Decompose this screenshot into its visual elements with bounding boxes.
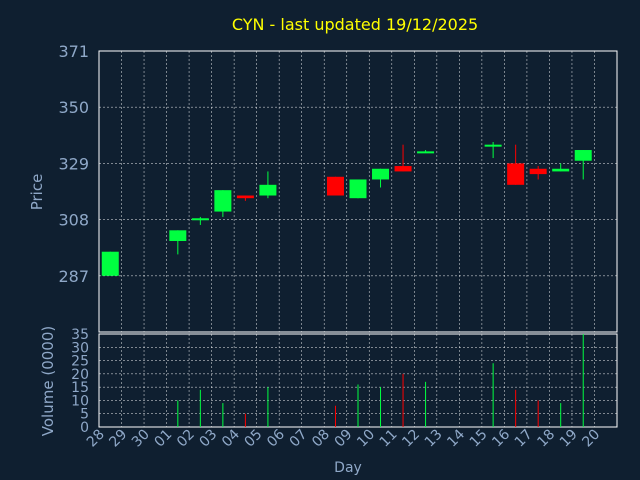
candle-body [394, 166, 412, 172]
x-tick-label: 03 [197, 427, 221, 451]
volume-tick-label: 30 [71, 340, 89, 356]
x-tick-label: 17 [512, 427, 536, 451]
candle-body [191, 218, 209, 221]
candle-body [574, 150, 592, 161]
candle-body [484, 144, 502, 147]
chart-title: CYN - last updated 19/12/2025 [232, 15, 478, 34]
candle-body [326, 176, 344, 196]
x-tick-label: 18 [534, 427, 558, 451]
x-tick-label: 01 [151, 427, 175, 451]
candle-body [236, 195, 254, 199]
x-tick-label: 02 [174, 427, 198, 451]
price-frame [98, 50, 618, 333]
price-tick-label: 308 [58, 211, 89, 230]
candle-body [169, 230, 187, 242]
x-tick-label: 14 [444, 426, 468, 450]
volume-axis-label: Volume (0000) [39, 326, 57, 436]
volume-tick-label: 5 [80, 407, 89, 423]
x-tick-label: 16 [489, 426, 513, 450]
candle-body [259, 184, 277, 196]
candle-body [372, 168, 390, 180]
x-tick-label: 04 [219, 426, 243, 450]
x-tick-label: 12 [399, 427, 423, 451]
price-axis-label: Price [28, 174, 46, 211]
volume-tick-label: 0 [80, 420, 89, 436]
volume-tick-label: 25 [71, 354, 89, 370]
x-tick-label: 15 [467, 427, 491, 451]
volume-tick-label: 10 [71, 393, 89, 409]
x-tick-label: 07 [287, 427, 311, 451]
price-tick-label: 371 [58, 42, 89, 61]
x-tick-label: 10 [354, 427, 378, 451]
candle-body [417, 151, 435, 154]
x-axis-label: Day [334, 460, 362, 476]
price-tick-label: 350 [58, 98, 89, 117]
x-tick-label: 06 [264, 426, 288, 450]
volume-tick-label: 15 [71, 380, 89, 396]
candle-body [101, 251, 119, 276]
candle-body [529, 168, 547, 175]
price-tick-label: 329 [58, 154, 89, 173]
price-tick-label: 287 [58, 267, 89, 286]
x-tick-label: 19 [557, 427, 581, 451]
candle-body [214, 190, 232, 212]
x-tick-label: 08 [309, 427, 333, 451]
candle-body [349, 179, 367, 199]
volume-tick-label: 20 [71, 367, 89, 383]
volume-tick-label: 35 [71, 327, 89, 343]
candle-body [552, 168, 570, 172]
x-tick-label: 13 [422, 427, 446, 451]
x-tick-label: 20 [579, 427, 603, 451]
x-tick-label: 09 [332, 427, 356, 451]
x-tick-label: 11 [377, 427, 401, 451]
x-tick-label: 30 [129, 427, 153, 451]
price-panel: 287 308 329 350 371 [58, 42, 618, 333]
x-axis: 2829300102030405060708091011121314151617… [84, 426, 603, 450]
x-tick-label: 29 [106, 427, 130, 451]
candle-body [507, 163, 525, 185]
x-tick-label: 05 [242, 427, 266, 451]
